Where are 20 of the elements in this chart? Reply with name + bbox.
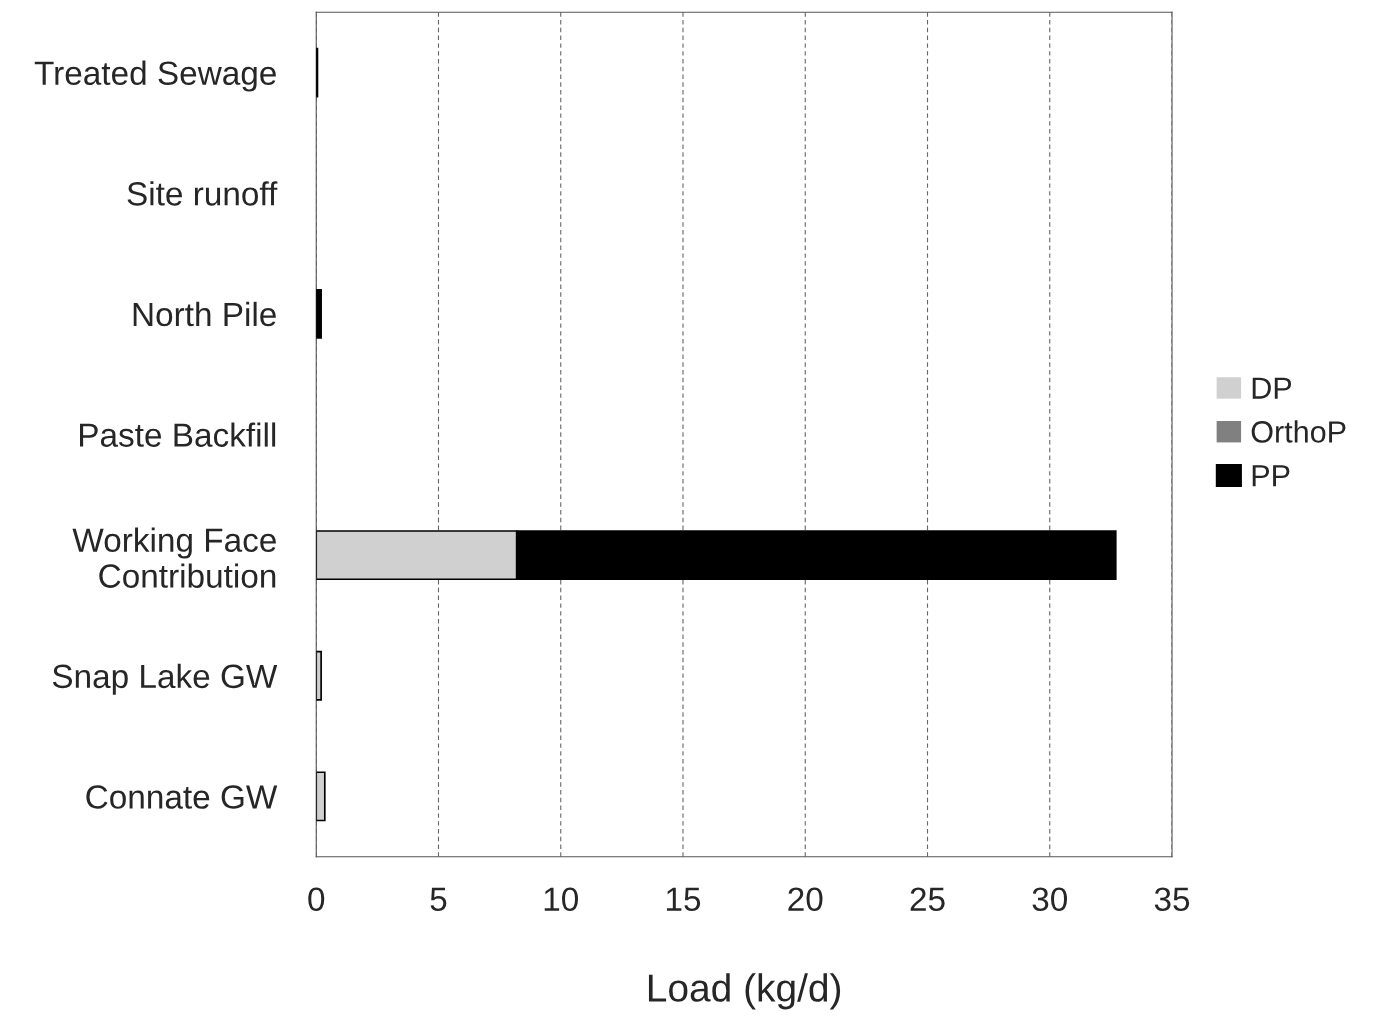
legend-label: DP	[1252, 377, 1292, 399]
y-tick-label: Paste Backfill	[80, 422, 276, 447]
x-tick-label: 20	[788, 887, 823, 912]
bar	[316, 771, 326, 822]
y-tick-label: Site runoff	[127, 181, 278, 206]
x-tick-label: 25	[910, 887, 945, 912]
y-tick-label: Treated Sewage	[34, 60, 276, 92]
x-tick-label: 5	[430, 887, 447, 912]
legend-label: OrthoP	[1251, 420, 1346, 443]
x-axis-title: Load (kg/d)	[648, 973, 841, 1010]
y-tick-label: North Pile	[133, 301, 276, 327]
y-tick-label: Snap Lake GW	[52, 663, 278, 695]
x-tick-label: 15	[667, 887, 701, 912]
x-tick-label: 0	[308, 887, 325, 912]
x-tick-label: 35	[1154, 887, 1190, 912]
y-tick-label: Connate GW	[86, 785, 278, 809]
y-tick-label: Working Face Contribution	[72, 527, 276, 588]
legend-label: PP	[1252, 465, 1290, 487]
x-tick-label: 10	[544, 887, 578, 912]
x-tick-label: 30	[1032, 887, 1067, 912]
